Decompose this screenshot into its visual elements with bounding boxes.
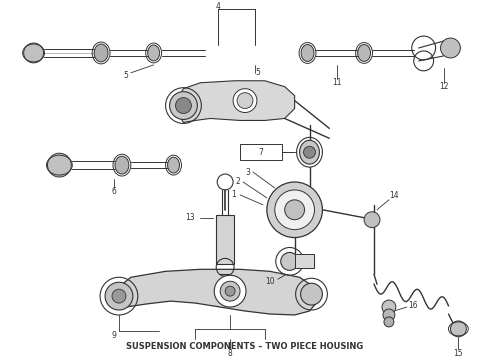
Text: 4: 4 — [216, 2, 220, 11]
Text: 10: 10 — [265, 277, 274, 286]
Text: 15: 15 — [454, 349, 463, 358]
Text: 7: 7 — [258, 148, 263, 157]
Ellipse shape — [299, 140, 319, 164]
Circle shape — [214, 275, 246, 307]
Polygon shape — [178, 81, 294, 122]
Text: 5: 5 — [123, 71, 128, 80]
Circle shape — [441, 38, 461, 58]
Bar — [294, 255, 315, 268]
Polygon shape — [111, 269, 319, 315]
Ellipse shape — [94, 44, 108, 62]
Circle shape — [300, 283, 322, 305]
Ellipse shape — [168, 157, 179, 173]
Bar — [240, 144, 282, 160]
Circle shape — [225, 286, 235, 296]
Text: 3: 3 — [245, 167, 250, 176]
Circle shape — [281, 252, 298, 270]
Circle shape — [170, 92, 197, 120]
Circle shape — [105, 282, 133, 310]
Circle shape — [267, 182, 322, 238]
Ellipse shape — [147, 45, 160, 61]
Text: 9: 9 — [112, 331, 117, 340]
Text: 1: 1 — [231, 190, 236, 199]
Circle shape — [233, 89, 257, 113]
Text: 14: 14 — [389, 192, 399, 201]
Circle shape — [304, 146, 316, 158]
Circle shape — [285, 200, 305, 220]
Circle shape — [112, 289, 126, 303]
Text: 2: 2 — [236, 177, 241, 186]
Text: 5: 5 — [255, 68, 260, 77]
Circle shape — [364, 212, 380, 228]
Circle shape — [175, 98, 192, 113]
Text: 11: 11 — [333, 78, 342, 87]
Circle shape — [384, 317, 394, 327]
Bar — [216, 215, 234, 264]
Text: 8: 8 — [228, 349, 232, 358]
Circle shape — [383, 309, 395, 321]
Circle shape — [48, 153, 72, 177]
Circle shape — [237, 93, 253, 108]
Circle shape — [24, 43, 44, 63]
Ellipse shape — [301, 45, 314, 62]
Circle shape — [220, 281, 240, 301]
Ellipse shape — [115, 156, 129, 174]
Text: 16: 16 — [408, 301, 417, 310]
Text: 13: 13 — [185, 213, 195, 222]
Circle shape — [275, 190, 315, 230]
Ellipse shape — [358, 45, 370, 62]
Text: 6: 6 — [112, 188, 117, 197]
Text: SUSPENSION COMPONENTS – TWO PIECE HOUSING: SUSPENSION COMPONENTS – TWO PIECE HOUSIN… — [126, 342, 364, 351]
Text: 12: 12 — [439, 82, 448, 91]
Circle shape — [382, 300, 396, 314]
Circle shape — [450, 321, 466, 337]
